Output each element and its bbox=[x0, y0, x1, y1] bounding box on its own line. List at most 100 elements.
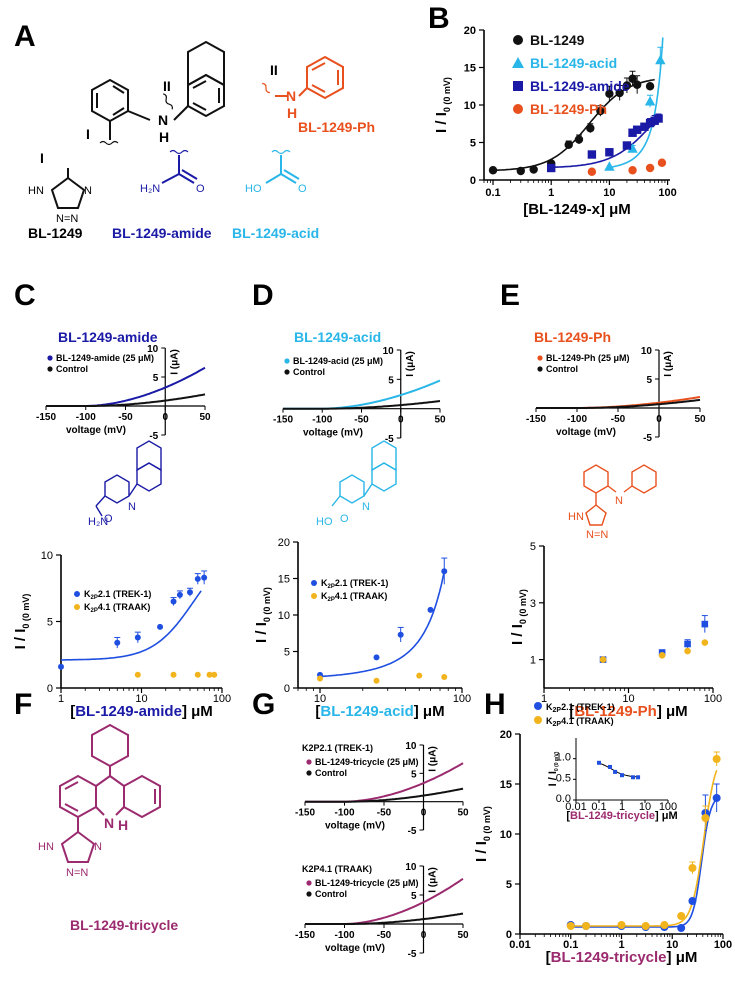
y-tick-label: 5 bbox=[646, 375, 652, 386]
data-point bbox=[677, 912, 686, 920]
y-tick-label: 10 bbox=[147, 344, 159, 355]
x-tick-label: 50 bbox=[199, 412, 211, 423]
data-point bbox=[640, 122, 649, 131]
inset-x-label: [BL-1249-tricycle] μM bbox=[566, 810, 677, 822]
chart-e: 1 10 100 1 3 5 I / I0 (0 mV) [BL-1249-Ph] μM bbox=[509, 541, 722, 720]
x-tick-label: -100 bbox=[334, 930, 354, 941]
panel-label-e: E bbox=[500, 279, 520, 312]
tricycle-nn: N=N bbox=[66, 867, 88, 879]
amide-o: O bbox=[196, 183, 205, 195]
data-point bbox=[587, 167, 597, 176]
x-label-bracket: [ bbox=[315, 703, 320, 720]
data-point bbox=[194, 671, 201, 678]
y-axis-label-sub: 0 (0 mV) bbox=[262, 587, 272, 622]
legend-label: BL-1249-acid bbox=[530, 55, 617, 71]
x-tick-label: 50 bbox=[434, 415, 446, 426]
fit-curve bbox=[319, 570, 446, 678]
x-label-bracket: [ bbox=[546, 949, 551, 966]
fit-curve bbox=[611, 37, 664, 168]
aromatic-bond bbox=[112, 107, 125, 116]
panel-label-g: G bbox=[252, 688, 275, 721]
panel-label-a: A bbox=[14, 20, 36, 53]
legend-marker bbox=[284, 369, 290, 375]
data-point bbox=[186, 589, 193, 596]
legend-label: BL-1249-Ph bbox=[530, 101, 607, 117]
y-axis-label-sub: 0 (0 mV) bbox=[518, 589, 528, 624]
legend-marker bbox=[513, 104, 523, 114]
iv-trace bbox=[305, 787, 464, 803]
x-tick-label: -50 bbox=[377, 808, 392, 819]
x-tick-label: -50 bbox=[354, 415, 369, 426]
data-point bbox=[134, 634, 141, 641]
y-tick-label: -5 bbox=[385, 434, 394, 445]
ph-h-label: H bbox=[287, 105, 297, 121]
legend-marker bbox=[513, 81, 523, 91]
data-point bbox=[684, 647, 691, 655]
bond-acid-oh bbox=[265, 173, 282, 184]
data-point bbox=[566, 922, 575, 930]
y-axis-label: I (μA) bbox=[663, 351, 674, 377]
legend-marker bbox=[47, 366, 53, 372]
iv-trace bbox=[283, 400, 441, 410]
y-tick-label: 10 bbox=[278, 610, 290, 622]
data-point bbox=[660, 921, 669, 929]
x-axis-label: [BL-1249-Ph] μM bbox=[569, 703, 687, 720]
inset-data-point bbox=[613, 769, 618, 774]
data-point bbox=[654, 114, 663, 123]
legend-label: K2P4.1 (TRAAK) bbox=[321, 591, 387, 603]
data-point bbox=[627, 143, 638, 153]
bridge-bond bbox=[95, 775, 111, 787]
x-label-compound: BL-1249-acid bbox=[320, 703, 413, 720]
inset-x-tick-label: 0.1 bbox=[591, 801, 606, 813]
x-tick-label: 50 bbox=[457, 808, 469, 819]
y-tick-label: 15 bbox=[464, 63, 476, 75]
structure-amide bbox=[161, 149, 198, 184]
data-point bbox=[604, 161, 615, 171]
mini-amide-h2n: H₂N bbox=[88, 516, 108, 528]
x-tick-label: 0.1 bbox=[563, 939, 578, 951]
data-point bbox=[617, 921, 626, 929]
g-bottom-title: K2P4.1 (TRAAK) bbox=[302, 864, 372, 874]
legend-label-rest: 4.1 (TRAAK) bbox=[98, 602, 151, 612]
chart-c: 1 10 100 0 5 10 I / I0 (0 mV) [BL-1249-amide] μ… bbox=[12, 550, 231, 720]
structure-amide-mini bbox=[95, 440, 162, 517]
y-tick-label: 5 bbox=[284, 647, 290, 659]
y-tick-label: 15 bbox=[278, 574, 290, 586]
nh-n-label: N bbox=[158, 112, 168, 128]
aromatic-bond bbox=[112, 85, 125, 94]
mini-acid-o: O bbox=[340, 513, 349, 525]
inset-data-point bbox=[636, 775, 641, 780]
data-point bbox=[211, 671, 218, 678]
bridge-n-bond bbox=[95, 806, 105, 816]
x-axis-label: [BL-1249-acid] μM bbox=[315, 703, 444, 720]
inset-x-tick-label: 1 bbox=[619, 801, 625, 813]
legend-label: BL-1249-Ph (25 μM) bbox=[546, 353, 630, 363]
legend-label-sub: 2P bbox=[553, 707, 562, 714]
y-tick-label: 5 bbox=[506, 879, 512, 891]
tricycle-hn: HN bbox=[38, 841, 54, 853]
inset-x-tick-label: 100 bbox=[659, 801, 677, 813]
roman-two-label: II bbox=[163, 78, 171, 94]
data-point bbox=[677, 924, 686, 932]
iv-chart-g-bottom: -150 -100 -50 0 50 10 5 -5 I (μA) voltage (mV) BL-… bbox=[295, 862, 469, 960]
x-label-unit: ] μM bbox=[182, 703, 213, 720]
legend-marker bbox=[537, 366, 543, 372]
x-label-unit: ] μM bbox=[657, 703, 688, 720]
legend-label: BL-1249-amide (25 μM) bbox=[56, 353, 154, 363]
legend-label: K2P2.1 (TREK-1) bbox=[546, 702, 615, 714]
x-label-bracket: [ bbox=[569, 703, 574, 720]
aromatic-bond bbox=[192, 80, 207, 89]
legend-marker bbox=[306, 880, 312, 886]
iv-chart-d-iv: -150 -100 -50 0 50 10 5 -5 I (μA) voltage (mV) BL-… bbox=[273, 346, 446, 445]
legend-label: K2P4.1 (TRAAK) bbox=[546, 716, 614, 728]
legend-marker bbox=[74, 604, 80, 610]
y-tick-label: 5 bbox=[388, 375, 394, 386]
aromatic-bond bbox=[64, 781, 79, 790]
tetrazole-ring bbox=[50, 176, 86, 209]
bridge-bond bbox=[109, 775, 125, 787]
legend-b: BL-1249 BL-1249-acid BL-1249-amide BL-1249-… bbox=[512, 32, 630, 117]
iv-trace bbox=[46, 393, 206, 407]
y-axis-label-sub: 0 (0 mV) bbox=[482, 806, 492, 841]
x-tick-label: 10 bbox=[314, 693, 326, 705]
x-axis-label: voltage (mV) bbox=[325, 821, 385, 832]
